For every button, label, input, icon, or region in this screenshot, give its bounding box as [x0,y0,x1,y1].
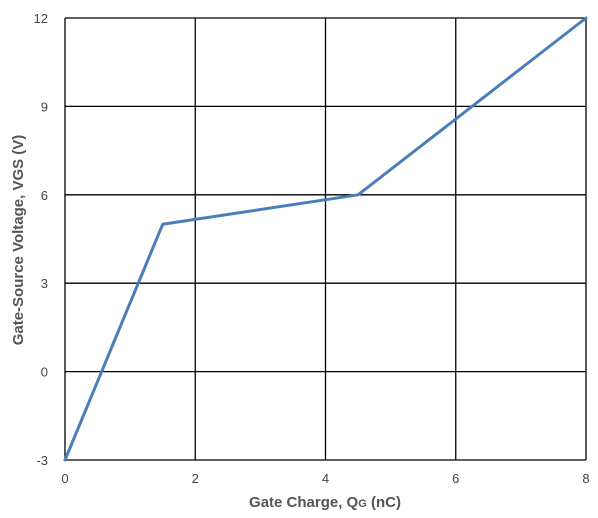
x-axis-title-main: Gate Charge, Q [249,494,359,511]
y-tick-label-3: 6 [41,188,48,203]
y-tick-label-1: 0 [41,365,48,380]
y-tick-label-5: 12 [34,11,48,26]
y-tick-label-4: 9 [41,99,48,114]
x-tick-label-0: 0 [61,471,68,486]
x-tick-labels: 0 2 4 6 8 [61,471,589,486]
y-tick-label-2: 3 [41,276,48,291]
series-line-0 [63,16,588,462]
y-axis-title: Gate-Source Voltage, VGS (V) [10,135,27,346]
x-axis-title: Gate Charge, QG (nC) [249,494,401,511]
x-tick-label-2: 4 [322,471,329,486]
x-axis-title-subscript: G [358,498,367,510]
y-tick-labels: -3 0 3 6 9 12 [34,11,48,468]
x-tick-label-1: 2 [192,471,199,486]
y-tick-label-0: -3 [36,453,48,468]
x-axis-title-suffix: (nC) [367,494,401,511]
x-tick-label-3: 6 [452,471,459,486]
grid-lines [64,17,587,461]
x-tick-label-4: 8 [582,471,589,486]
series-group [63,16,588,462]
